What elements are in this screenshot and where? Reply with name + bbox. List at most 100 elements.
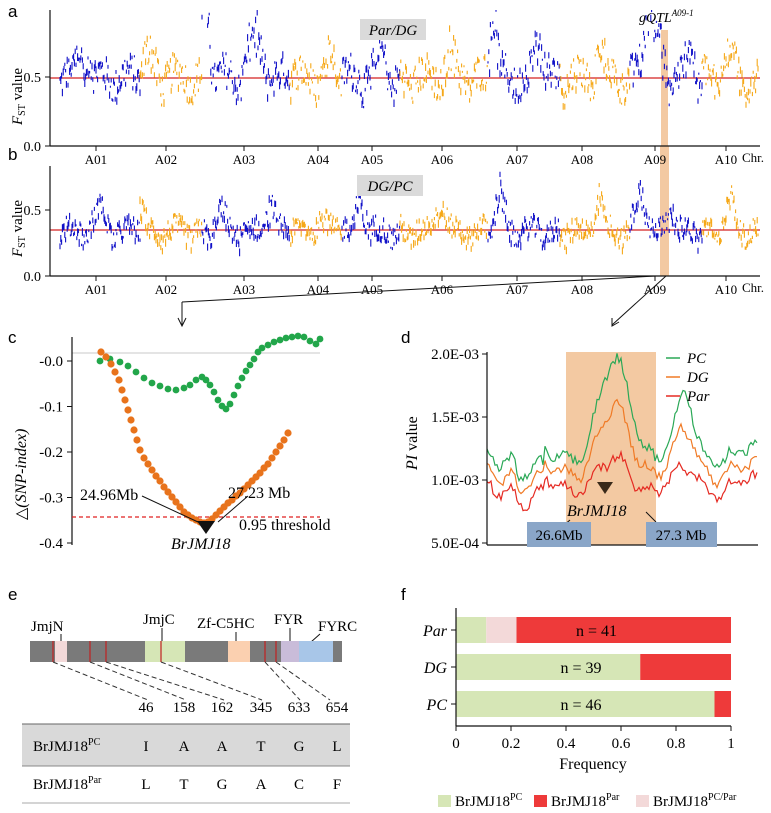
panel-e: e JmjN JmjC Zf-C5HC FYR FYRC 46 158 162 …	[8, 585, 357, 804]
row-par-name: BrJMJ18Par	[33, 775, 102, 793]
chrom-scatter-4	[289, 208, 342, 247]
chrom-label: A01	[85, 152, 107, 167]
panel-d: d 2.0E-031.5E-031.0E-035.0E-04 PI value …	[401, 328, 758, 552]
ytick-label-c: -0.3	[39, 491, 63, 507]
snp-dot-green	[140, 374, 148, 382]
chrom-scatter-3	[201, 10, 290, 106]
snp-dot-green	[96, 357, 104, 365]
ylabel-c: △(SNP-index)	[13, 429, 30, 520]
xtick-label-f: 0.8	[667, 736, 686, 752]
legend-label-f: BrJMJ18Par	[551, 792, 620, 810]
snp-dot-green	[288, 333, 296, 341]
snp-dot-green	[164, 385, 172, 393]
domain-fyrc: FYRC	[318, 619, 357, 635]
chrom-scatter-7	[487, 10, 561, 104]
title-a-box	[360, 19, 426, 40]
chrom-scatter-8	[559, 37, 631, 110]
snp-dot-orange	[136, 446, 144, 454]
domain-fyr: FYR	[274, 612, 303, 628]
ytick-label-a-1: 0.5	[24, 71, 42, 86]
gene-label-d: BrJMJ18	[567, 503, 627, 520]
xlabel-a: Chr.	[742, 150, 764, 165]
snp-dot-green	[250, 355, 258, 363]
pos-654: 654	[326, 700, 349, 716]
protein-bar	[30, 641, 342, 662]
threshold-label-c: 0.95 threshold	[239, 517, 331, 534]
category-label-f: Par	[422, 623, 448, 640]
yticks-c: -0.0 -0.1 -0.2 -0.3 -0.4	[39, 354, 72, 552]
domain-jmjn: JmjN	[31, 619, 64, 635]
chrom-label: A08	[571, 282, 593, 297]
yticks-d: 2.0E-03 1.5E-03 1.0E-03 5.0E-04	[431, 347, 487, 552]
snp-dot-green	[282, 334, 290, 342]
panel-b: b 0.0 0.5 FST value DG/PC A01 A02 A03 A04 A0…	[8, 145, 764, 297]
category-label-f: DG	[423, 660, 448, 677]
panel-c: c -0.0 -0.1 -0.2 -0.3 -0.4 △(SNP-index) 24.9…	[8, 328, 331, 553]
pi-line-par	[487, 449, 758, 512]
xtick-label-f: 0.6	[612, 736, 631, 752]
legend-d: PC DG Par	[666, 351, 710, 405]
chrom-label: A10	[715, 282, 737, 297]
ytick-label-c: -0.4	[39, 536, 63, 552]
legend-swatch-f	[534, 795, 547, 807]
snp-dot-green	[294, 332, 302, 340]
snp-dot-green	[264, 341, 272, 349]
domain-box-fyr	[281, 641, 299, 662]
snp-dot-green	[222, 405, 230, 413]
residue-cell: C	[294, 777, 304, 793]
ytick-label-d: 1.5E-03	[431, 410, 479, 426]
snp-dot-orange	[133, 436, 141, 444]
fst-scatter-b	[59, 171, 759, 257]
snp-dot-green	[226, 400, 234, 408]
residue-table-header-row	[22, 724, 350, 766]
qtl-label: gQTLA09-1	[639, 8, 694, 26]
snp-dot-green	[202, 376, 210, 384]
chrom-label: A01	[85, 282, 107, 297]
chrom-scatter-7	[487, 171, 561, 251]
snp-dot-green	[306, 337, 314, 345]
snp-dot-orange	[130, 426, 138, 434]
connector-left	[181, 275, 657, 303]
snp-dot-orange	[156, 477, 164, 485]
ylabel-b: FST value	[10, 200, 28, 258]
chrom-label: A09	[644, 282, 666, 297]
chrom-label: A05	[361, 282, 383, 297]
xtick-label-f: 0.4	[557, 736, 576, 752]
snp-dot-orange	[152, 472, 160, 480]
chrom-scatter-5	[341, 191, 401, 251]
chrom-label: A04	[307, 152, 330, 167]
snp-dot-green	[172, 386, 180, 394]
snp-dot-green	[230, 391, 238, 399]
legend-label-d: PC	[686, 351, 707, 367]
snp-dot-green	[246, 361, 254, 369]
residue-cell: A	[256, 777, 267, 793]
residue-cell: T	[179, 777, 188, 793]
panel-d-label: d	[401, 328, 410, 347]
residue-cell: L	[332, 739, 341, 755]
row-pc-name: BrJMJ18PC	[33, 737, 101, 755]
panel-b-label: b	[8, 145, 17, 164]
xtick-label-f: 0.2	[502, 736, 521, 752]
chrom-scatter-9	[629, 180, 703, 254]
residue-cell: A	[217, 739, 228, 755]
snp-dot-orange	[272, 448, 280, 456]
gene-label-c: BrJMJ18	[171, 536, 231, 553]
snp-dot-orange	[140, 454, 148, 462]
snp-dot-orange	[256, 469, 264, 477]
freq-bar-segment	[456, 654, 641, 680]
panel-a-label: a	[8, 2, 18, 21]
snp-dot-green	[300, 333, 308, 341]
legend-label-d: DG	[686, 370, 709, 386]
snp-dot-orange	[127, 416, 135, 424]
xlabel-b: Chr.	[742, 280, 764, 295]
chrom-label: A09	[644, 152, 666, 167]
left-mb-c: 24.96Mb	[80, 487, 138, 504]
panel-c-label: c	[8, 328, 17, 347]
snp-dot-orange	[148, 466, 156, 474]
left-mb-d: 26.6Mb	[535, 528, 582, 544]
residue-cell: G	[294, 739, 305, 755]
legend-f: BrJMJ18PC BrJMJ18Par BrJMJ18PC/Par	[438, 792, 737, 810]
snp-dot-orange	[124, 406, 132, 414]
snp-dot-orange	[160, 483, 168, 491]
panel-a: a 0.0 0.5 FST value Par/DG gQTLA09-1 A01…	[8, 2, 764, 276]
